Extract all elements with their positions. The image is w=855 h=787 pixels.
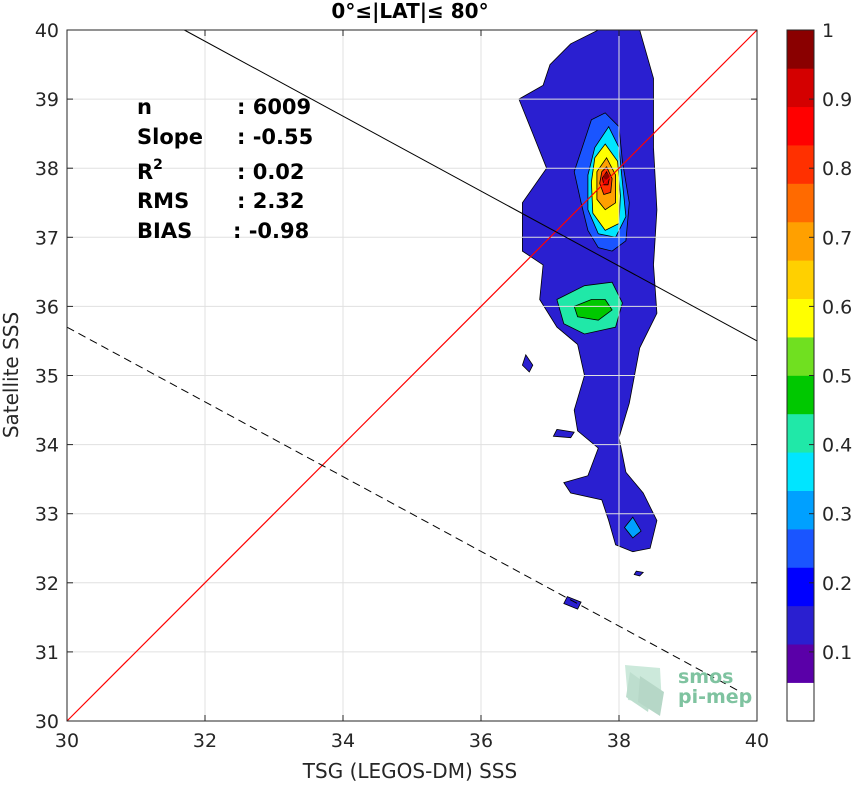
colorbar-ticks: 0.1 0.2 0.3 0.4 0.5 0.6 0.7 0.8 0.9 1 [809,20,852,664]
chart-title: 0°≤|LAT|≤ 80° [331,0,488,23]
logo-text-line1: smos [678,666,733,688]
y-tick-label-2: 32 [35,573,59,595]
cb-tick-label-3: 0.4 [822,435,852,457]
y-tick-label-5: 35 [35,366,59,388]
contour-4 [573,299,613,321]
stat-r2-sup: 2 [153,157,163,173]
cb-tick-label-6: 0.7 [822,227,852,249]
colorbar-band-17 [787,30,814,69]
y-tick-label-10: 40 [35,20,59,42]
colorbar-band-0 [787,682,814,722]
regression-lines [66,29,758,722]
offset-line [66,326,744,694]
x-tick-label-0: 30 [55,730,79,752]
stat-bias-label: BIAS [137,219,192,243]
stat-r2-value: : 0.02 [237,160,305,184]
stat-n-value: : 6009 [237,95,311,119]
y-axis-ticks: 30 31 32 33 34 35 36 37 38 39 40 [35,20,757,733]
colorbar-band-5 [787,490,814,530]
colorbar-band-11 [787,260,814,300]
colorbar-band-13 [787,183,814,223]
x-axis-label: TSG (LEGOS-DM) SSS [302,759,517,783]
colorbar-band-7 [787,413,814,453]
stat-rms-value: : 2.32 [237,189,305,213]
cb-tick-label-7: 0.8 [822,158,852,180]
cb-tick-label-9: 1 [822,20,834,42]
cb-tick-label-2: 0.3 [822,504,852,526]
colorbar-band-10 [787,298,814,338]
cb-tick-label-4: 0.5 [822,366,852,388]
colorbar-band-12 [787,221,814,261]
x-tick-label-4: 38 [607,730,631,752]
stat-slope-label: Slope [137,125,203,149]
y-tick-label-4: 34 [35,435,59,457]
y-tick-label-6: 36 [35,296,59,318]
colorbar-band-16 [787,68,814,108]
stat-slope-value: : -0.55 [237,125,313,149]
colorbar-band-9 [787,337,814,376]
cb-tick-label-5: 0.6 [822,296,852,318]
cb-tick-label-8: 0.9 [822,89,852,111]
logo: smos pi-mep [625,665,752,716]
colorbar-band-2 [787,605,814,645]
contour-10 [552,428,575,439]
stat-r2-label: R2 [137,157,163,184]
colorbar-band-1 [787,644,814,683]
density-peak [603,173,610,180]
stat-bias-value: : -0.98 [233,219,309,243]
cb-tick-label-0: 0.1 [822,642,852,664]
x-tick-label-3: 36 [469,730,493,752]
colorbar [786,29,815,722]
colorbar-band-14 [787,145,814,184]
y-tick-label-8: 38 [35,158,59,180]
x-axis-ticks: 30 32 34 36 38 40 [55,30,769,752]
y-tick-label-0: 30 [35,711,59,733]
x-tick-label-2: 34 [331,730,355,752]
stats-panel: n : 6009 Slope : -0.55 R2 : 0.02 RMS : 2… [137,95,313,243]
contour-13 [623,516,642,539]
x-tick-label-1: 32 [193,730,217,752]
y-tick-label-1: 31 [35,642,59,664]
contour-12 [633,570,645,577]
colorbar-band-4 [787,529,814,568]
colorbar-band-6 [787,452,814,491]
y-tick-label-3: 33 [35,504,59,526]
contour-9 [521,353,534,373]
stat-r2-base: R [137,160,153,184]
y-tick-label-9: 39 [35,89,59,111]
colorbar-band-3 [787,567,814,607]
contour-11 [563,596,582,610]
y-tick-label-7: 37 [35,227,59,249]
colorbar-band-8 [787,375,814,415]
logo-text-line2: pi-mep [678,686,752,708]
density-contours [518,29,658,610]
colorbar-band-15 [787,106,814,146]
stat-n-label: n [137,95,152,119]
stat-rms-label: RMS [137,189,189,213]
fit-line [184,29,758,342]
x-tick-label-5: 40 [745,730,769,752]
y-axis-label: Satellite SSS [0,312,23,438]
cb-tick-label-1: 0.2 [822,573,852,595]
identity-line [66,29,758,722]
logo-icon [625,665,664,716]
